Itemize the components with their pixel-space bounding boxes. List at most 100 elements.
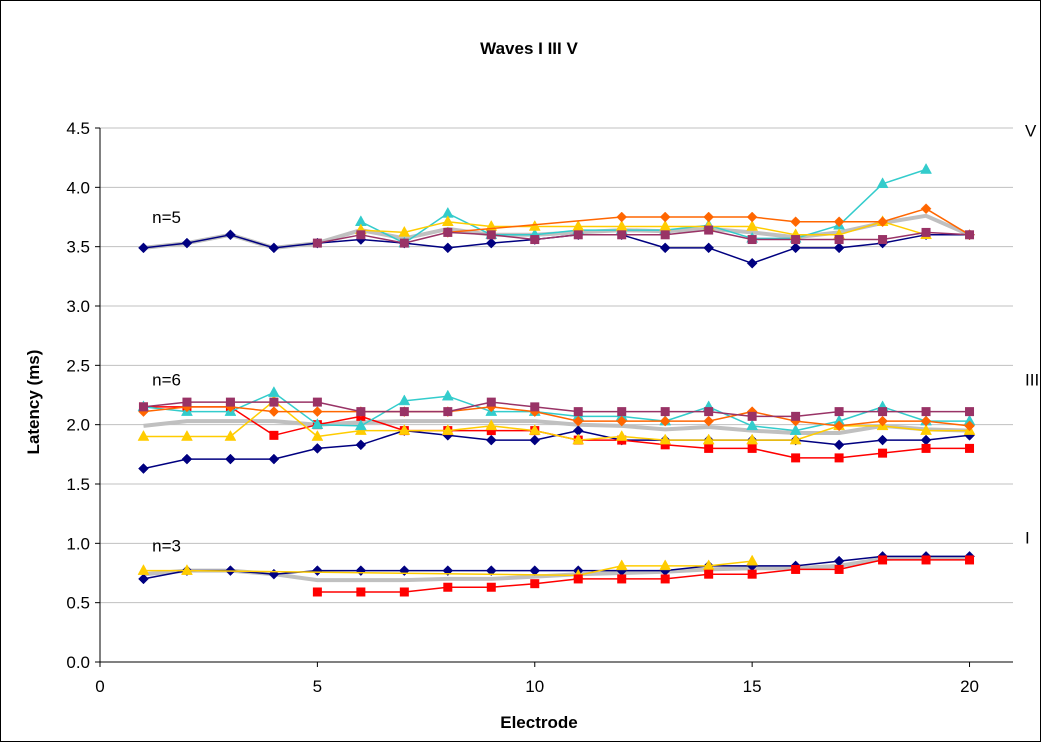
series-line <box>317 559 970 593</box>
data-point-diamond <box>442 242 454 254</box>
data-point-square <box>791 453 801 463</box>
data-point-triangle <box>572 433 585 445</box>
data-point-triangle <box>441 215 454 226</box>
y-tick-label: 0.0 <box>66 653 90 672</box>
data-point-triangle <box>876 177 889 189</box>
data-point-diamond <box>268 453 280 465</box>
data-point-triangle <box>920 163 932 174</box>
data-point-square <box>573 574 583 584</box>
data-point-square <box>356 230 366 240</box>
data-point-square <box>269 397 279 407</box>
data-point-square <box>617 407 627 417</box>
data-point-square <box>704 443 714 453</box>
data-point-square <box>312 238 322 248</box>
data-point-diamond <box>268 406 280 417</box>
data-point-square <box>791 411 801 421</box>
data-point-diamond <box>225 453 236 465</box>
data-point-triangle <box>746 433 759 445</box>
data-point-diamond <box>964 420 975 432</box>
data-point-triangle <box>224 430 237 441</box>
chart-title: Waves I III V <box>480 39 578 58</box>
data-point-diamond <box>746 257 758 269</box>
y-axis-title: Latency (ms) <box>24 350 43 455</box>
data-point-square <box>312 587 322 597</box>
data-point-diamond <box>616 211 628 223</box>
data-point-square <box>791 564 801 574</box>
x-tick-label: 10 <box>525 677 544 696</box>
data-point-square <box>573 407 583 417</box>
data-point-square <box>834 235 844 245</box>
data-point-triangle <box>311 430 324 441</box>
series-III-12 <box>138 397 975 421</box>
series-line <box>143 429 970 470</box>
data-point-square <box>269 430 279 440</box>
data-point-square <box>965 230 975 240</box>
data-point-diamond <box>877 434 888 446</box>
data-point-diamond <box>138 463 149 474</box>
data-point-triangle <box>746 554 759 566</box>
x-tick-label: 0 <box>95 677 104 696</box>
data-point-diamond <box>833 439 845 451</box>
axis-layer: 0.0 0.5 1.0 1.5 2.0 2.5 3.0 3.5 4.0 4.5 0 5 10 15 20 <box>66 119 1013 696</box>
data-point-square <box>747 411 757 421</box>
series-III-6 <box>143 419 970 435</box>
data-point-diamond <box>877 216 888 228</box>
data-point-triangle <box>354 419 367 431</box>
series-I-15 <box>137 554 759 580</box>
series-layer <box>137 163 976 597</box>
data-point-square <box>660 407 670 417</box>
data-point-square <box>312 397 322 407</box>
annotation-label: n=6 <box>152 371 181 390</box>
data-point-diamond <box>920 434 932 446</box>
annotation-label: n=3 <box>152 537 181 556</box>
data-point-triangle <box>311 418 324 429</box>
wave-label: III <box>1025 371 1039 390</box>
data-point-triangle <box>528 424 541 435</box>
data-point-square <box>965 555 975 565</box>
data-point-diamond <box>746 211 758 223</box>
data-point-diamond <box>138 242 149 254</box>
data-point-square <box>791 235 801 245</box>
data-point-diamond <box>268 242 280 254</box>
series-line <box>360 168 927 244</box>
series-line <box>447 207 970 236</box>
data-point-diamond <box>920 203 932 215</box>
data-point-diamond <box>703 242 715 254</box>
series-line <box>143 419 970 435</box>
data-point-square <box>660 230 670 240</box>
data-point-square <box>921 443 931 453</box>
data-point-diamond <box>790 216 801 228</box>
data-point-square <box>747 443 757 453</box>
data-point-diamond <box>703 211 715 223</box>
data-point-diamond <box>181 237 193 249</box>
data-point-square <box>921 407 931 417</box>
data-point-diamond <box>485 237 497 249</box>
data-point-diamond <box>355 439 367 451</box>
data-point-diamond <box>529 434 541 446</box>
data-point-triangle <box>789 433 802 445</box>
data-point-square <box>878 407 888 417</box>
data-point-square <box>878 235 888 245</box>
data-point-square <box>704 225 714 235</box>
data-point-triangle <box>398 424 411 435</box>
data-point-square <box>486 230 496 240</box>
y-tick-label: 2.0 <box>66 416 90 435</box>
data-point-square <box>573 230 583 240</box>
series-line <box>143 406 970 427</box>
data-point-diamond <box>659 415 671 427</box>
data-point-square <box>356 587 366 597</box>
data-point-square <box>617 574 627 584</box>
data-point-triangle <box>181 564 193 575</box>
data-point-square <box>399 238 409 248</box>
data-point-diamond <box>529 565 541 576</box>
data-point-diamond <box>572 415 584 427</box>
data-point-diamond <box>181 453 193 465</box>
series-V-5 <box>312 225 975 248</box>
data-point-triangle <box>398 394 411 406</box>
series-line <box>317 229 970 244</box>
y-tick-label: 1.0 <box>66 534 90 553</box>
data-point-square <box>486 397 496 407</box>
data-point-square <box>704 407 714 417</box>
